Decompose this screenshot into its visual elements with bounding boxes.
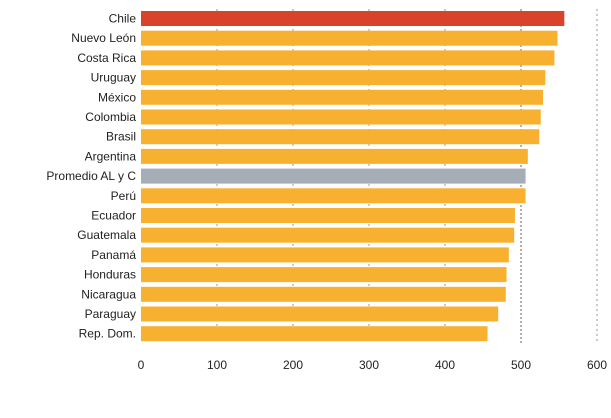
category-label: Argentina bbox=[85, 149, 137, 163]
category-label: Colombia bbox=[85, 110, 136, 124]
bar-layer bbox=[141, 11, 565, 342]
x-tick-label: 0 bbox=[138, 358, 145, 372]
bar bbox=[141, 109, 541, 125]
bar bbox=[141, 70, 546, 86]
category-label: Honduras bbox=[84, 268, 136, 282]
bar bbox=[141, 148, 528, 164]
category-label: Perú bbox=[111, 189, 136, 203]
bar bbox=[141, 168, 526, 184]
category-label: Rep. Dom. bbox=[79, 327, 136, 341]
x-tick-layer: 0 100 200 300 400 500 600 bbox=[138, 358, 608, 372]
bar bbox=[141, 247, 509, 263]
category-label: Nuevo León bbox=[71, 31, 136, 45]
bar bbox=[141, 30, 558, 46]
category-label: Brasil bbox=[106, 130, 136, 144]
bar bbox=[141, 50, 555, 66]
bar bbox=[141, 227, 515, 243]
category-label: Costa Rica bbox=[77, 51, 136, 65]
bar bbox=[141, 208, 515, 223]
category-label: Guatemala bbox=[77, 228, 136, 242]
bar bbox=[141, 306, 499, 322]
category-label: Chile bbox=[109, 12, 137, 26]
category-label: Nicaragua bbox=[81, 287, 136, 301]
x-tick-label: 600 bbox=[587, 358, 607, 372]
category-label: Uruguay bbox=[91, 71, 136, 85]
bar bbox=[141, 129, 540, 145]
x-tick-label: 300 bbox=[359, 358, 379, 372]
category-label: Promedio AL y C bbox=[46, 169, 136, 183]
x-tick-label: 400 bbox=[435, 358, 455, 372]
category-label-layer: Chile Nuevo León Costa Rica Uruguay México Co… bbox=[46, 12, 136, 341]
bar bbox=[141, 188, 526, 204]
bar bbox=[141, 286, 506, 302]
category-label: Ecuador bbox=[91, 209, 136, 223]
bar bbox=[141, 11, 565, 26]
x-tick-label: 500 bbox=[511, 358, 531, 372]
bar bbox=[141, 89, 544, 105]
x-tick-label: 100 bbox=[207, 358, 227, 372]
bar bbox=[141, 326, 488, 342]
category-label: Panamá bbox=[91, 248, 136, 262]
category-label: México bbox=[98, 90, 136, 104]
x-tick-label: 200 bbox=[283, 358, 303, 372]
bar bbox=[141, 267, 507, 283]
category-label: Paraguay bbox=[85, 307, 136, 321]
